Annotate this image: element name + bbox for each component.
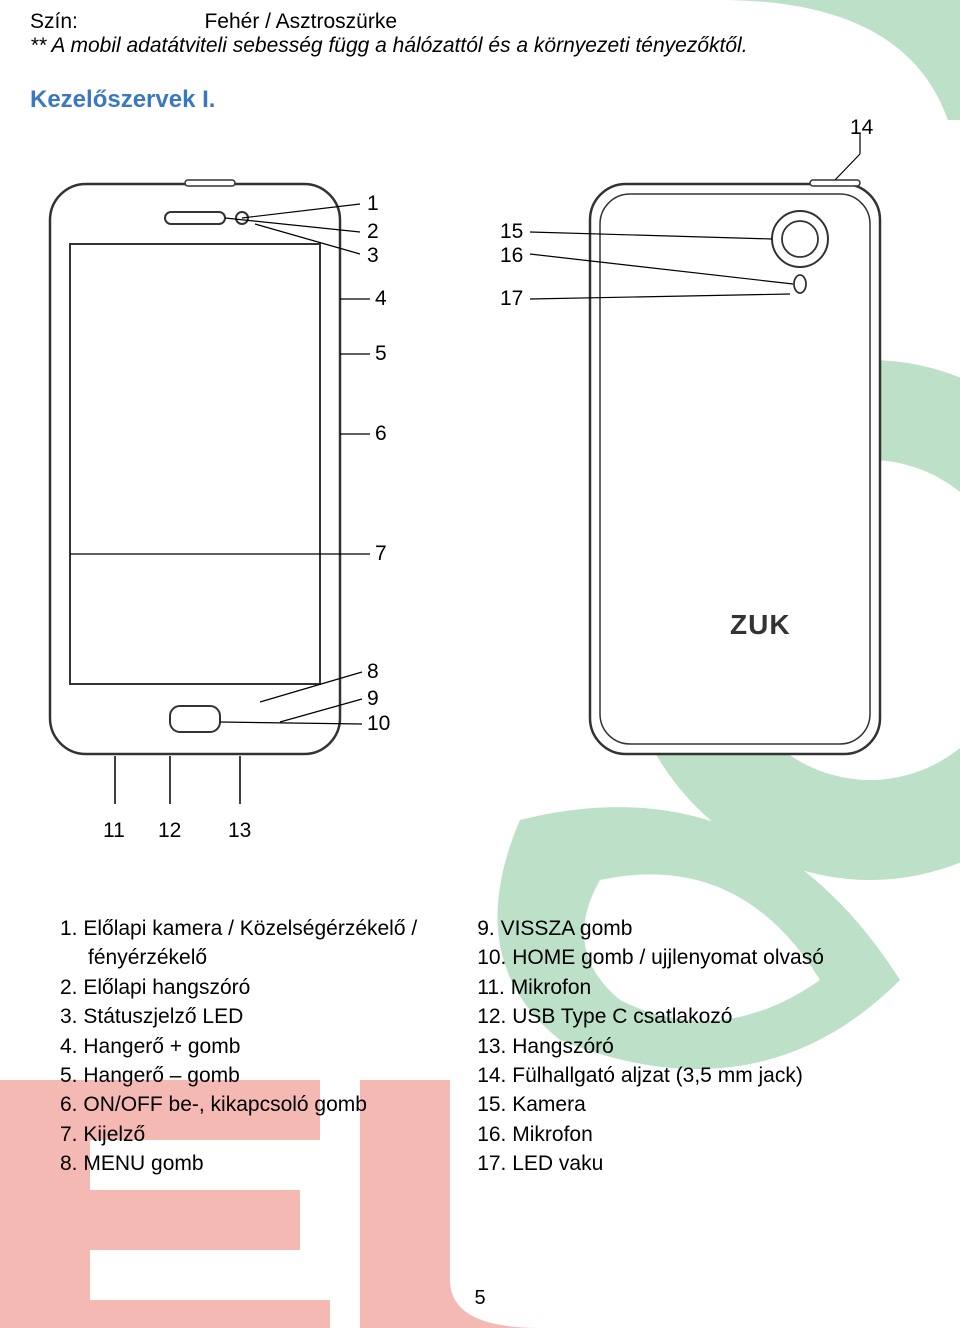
legend-num: 16. — [477, 1123, 506, 1146]
legend-left: 1. Előlapi kamera / Közelségérzékelő / f… — [60, 914, 417, 1179]
legend-text: Státuszjelző LED — [83, 1005, 243, 1028]
callout-13: 13 — [228, 819, 251, 843]
page-number: 5 — [474, 1287, 485, 1310]
legend-num: 4. — [60, 1035, 78, 1058]
callout-14: 14 — [850, 116, 873, 140]
legend-text: Előlapi kamera / Közelségérzékelő / — [83, 917, 417, 940]
legend-num: 15. — [477, 1093, 506, 1116]
legend-num: 6. — [60, 1093, 78, 1116]
legend-text: Hangerő + gomb — [83, 1035, 240, 1058]
phone-diagram-svg: ZUK — [30, 124, 930, 894]
spec-label: Szín: — [30, 10, 200, 34]
footnote: ** A mobil adatátviteli sebesség függ a … — [30, 34, 930, 58]
legend-text: Hangerő – gomb — [83, 1064, 239, 1087]
callout-17: 17 — [500, 287, 523, 311]
legend-text-cont: fényérzékelő — [88, 946, 207, 969]
legend-num: 13. — [477, 1035, 506, 1058]
legend-num: 2. — [60, 976, 78, 999]
svg-text:ZUK: ZUK — [730, 609, 791, 640]
legend-text: Mikrofon — [511, 976, 592, 999]
legend-num: 9. — [477, 917, 495, 940]
callout-15: 15 — [500, 220, 523, 244]
callout-6: 6 — [375, 422, 387, 446]
legend-right: 9. VISSZA gomb 10. HOME gomb / ujjlenyom… — [477, 914, 824, 1179]
legend-num: 12. — [477, 1005, 506, 1028]
legend-text: VISSZA gomb — [501, 917, 633, 940]
legend-num: 1. — [60, 917, 78, 940]
legend-text: LED vaku — [512, 1152, 603, 1175]
legend-text: ON/OFF be-, kikapcsoló gomb — [83, 1093, 367, 1116]
callout-1: 1 — [367, 192, 379, 216]
callout-16: 16 — [500, 244, 523, 268]
callout-12: 12 — [158, 819, 181, 843]
legend-num: 10. — [477, 946, 506, 969]
callout-2: 2 — [367, 220, 379, 244]
legend-num: 5. — [60, 1064, 78, 1087]
legend-text: USB Type C csatlakozó — [512, 1005, 732, 1028]
legend: 1. Előlapi kamera / Közelségérzékelő / f… — [30, 914, 930, 1179]
diagram-area: ZUK 1 2 3 4 5 6 7 8 9 10 11 12 13 14 15 … — [30, 124, 930, 894]
legend-num: 11. — [477, 976, 505, 999]
callout-4: 4 — [375, 287, 387, 311]
callout-9: 9 — [367, 687, 379, 711]
legend-num: 3. — [60, 1005, 78, 1028]
callout-8: 8 — [367, 660, 379, 684]
legend-num: 8. — [60, 1152, 78, 1175]
callout-5: 5 — [375, 342, 387, 366]
legend-text: MENU gomb — [83, 1152, 203, 1175]
legend-num: 14. — [477, 1064, 506, 1087]
callout-3: 3 — [367, 244, 379, 268]
callout-10: 10 — [367, 712, 390, 736]
spec-row: Szín: Fehér / Asztroszürke — [30, 10, 930, 34]
legend-num: 7. — [60, 1123, 78, 1146]
legend-text: Fülhallgató aljzat (3,5 mm jack) — [512, 1064, 803, 1087]
spec-value: Fehér / Asztroszürke — [204, 10, 397, 33]
legend-text: Kijelző — [83, 1123, 145, 1146]
callout-11: 11 — [103, 819, 125, 843]
legend-text: Előlapi hangszóró — [83, 976, 250, 999]
legend-text: Hangszóró — [512, 1035, 614, 1058]
legend-text: Mikrofon — [512, 1123, 593, 1146]
legend-text: Kamera — [512, 1093, 586, 1116]
callout-7: 7 — [375, 542, 387, 566]
legend-num: 17. — [477, 1152, 506, 1175]
legend-text: HOME gomb / ujjlenyomat olvasó — [512, 946, 824, 969]
section-title: Kezelőszervek I. — [30, 86, 930, 114]
